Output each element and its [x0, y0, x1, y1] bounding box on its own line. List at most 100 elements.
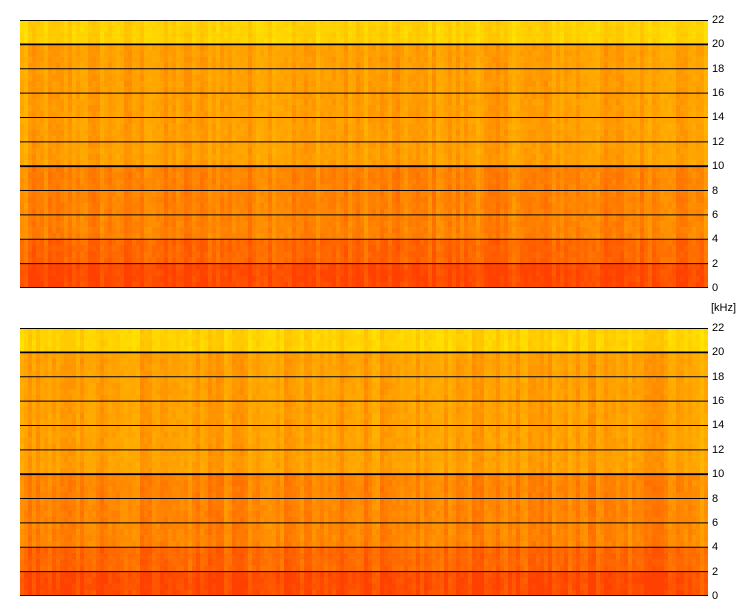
spectrogram-band — [20, 358, 708, 365]
spectrogram-band — [20, 245, 708, 252]
y-tick-label: 20 — [712, 38, 725, 51]
spectrogram-band — [20, 221, 708, 228]
spectrogram-channel-2 — [20, 328, 708, 596]
spectrogram-band — [20, 571, 708, 579]
spectrogram-band — [20, 334, 708, 341]
y-tick-label: 0 — [712, 282, 719, 294]
spectrogram-band — [20, 275, 708, 283]
spectrogram-band — [20, 474, 708, 481]
y-tick-label: 22 — [712, 14, 725, 26]
spectrogram-band — [20, 462, 708, 469]
spectrogram-band — [20, 449, 708, 457]
spectrogram-band — [20, 50, 708, 57]
spectrogram-band — [20, 111, 708, 118]
spectrogram-band — [20, 105, 708, 112]
y-tick-label: 4 — [712, 541, 719, 554]
spectrogram-band — [20, 257, 708, 264]
y-tick-label: 12 — [712, 135, 725, 148]
spectrogram-band — [20, 437, 708, 445]
spectrogram-band — [20, 529, 708, 536]
spectrogram-band — [20, 425, 708, 432]
spectrogram-band — [20, 154, 708, 161]
y-axis-unit-label: [kHz] — [711, 302, 737, 314]
y-tick-label: 22 — [712, 322, 725, 334]
spectrogram-band — [20, 68, 708, 76]
spectrogram-band — [20, 56, 708, 63]
spectrogram-band — [20, 196, 708, 204]
spectrogram-band — [20, 202, 708, 210]
spectrogram-band — [20, 364, 708, 371]
spectrogram-band — [20, 486, 708, 493]
spectrogram-band — [20, 74, 708, 82]
spectrogram-band — [20, 455, 708, 463]
spectrogram-band — [20, 407, 708, 414]
spectrogram-band — [20, 328, 708, 335]
spectrogram-band — [20, 535, 708, 542]
spectrogram-band — [20, 44, 708, 51]
spectrogram-band — [20, 443, 708, 451]
y-tick-label: 14 — [712, 111, 725, 124]
spectrogram-band — [20, 376, 708, 384]
spectrogram-band — [20, 208, 708, 216]
spectrogram-band — [20, 370, 708, 378]
y-tick-label: 20 — [712, 346, 725, 359]
spectrogram-band — [20, 184, 708, 191]
spectrogram-band — [20, 480, 708, 487]
spectrogram-band — [20, 516, 708, 524]
spectrogram-band — [20, 401, 708, 408]
y-tick-label: 2 — [712, 257, 719, 270]
spectrogram-channel-1 — [20, 20, 708, 288]
spectrogram-band — [20, 510, 708, 518]
spectrogram-band — [20, 62, 708, 70]
spectrogram-band — [20, 352, 708, 359]
spectrogram-band — [20, 388, 708, 396]
spectrogram-band — [20, 565, 708, 572]
spectrogram-band — [20, 504, 708, 512]
spectrogram-band — [20, 413, 708, 420]
y-tick-label: 8 — [712, 492, 719, 505]
y-tick-label: 6 — [712, 516, 719, 529]
spectrogram-band — [20, 32, 708, 39]
spectrogram-band — [20, 80, 708, 88]
y-tick-label: 16 — [712, 87, 725, 100]
y-tick-label: 10 — [712, 160, 725, 173]
spectrogram-band — [20, 123, 708, 130]
spectrogram-band — [20, 281, 708, 288]
spectrogram-band — [20, 498, 708, 505]
spectrogram-band — [20, 166, 708, 173]
spectrogram-band — [20, 559, 708, 566]
spectrogram-band — [20, 263, 708, 271]
spectrogram-band — [20, 141, 708, 149]
spectrogram-band — [20, 233, 708, 240]
y-tick-label: 8 — [712, 184, 719, 197]
spectrogram-band — [20, 26, 708, 33]
spectrogram-band — [20, 93, 708, 100]
spectrogram-band — [20, 178, 708, 185]
y-tick-label: 18 — [712, 370, 725, 383]
spectrogram-band — [20, 395, 708, 402]
spectrogram-band — [20, 99, 708, 106]
spectrogram-band — [20, 147, 708, 155]
spectrogram-band — [20, 468, 708, 475]
spectrogram-band — [20, 227, 708, 234]
y-tick-label: 12 — [712, 443, 725, 456]
spectrogram-plot — [20, 328, 708, 596]
spectrogram-band — [20, 135, 708, 143]
spectrogram-band — [20, 431, 708, 438]
spectrogram-band — [20, 382, 708, 390]
spectrogram-band — [20, 583, 708, 591]
spectrogram-band — [20, 117, 708, 124]
y-tick-label: 2 — [712, 565, 719, 578]
y-tick-label: 14 — [712, 419, 725, 432]
spectrogram-band — [20, 214, 708, 222]
spectrogram-band — [20, 251, 708, 258]
spectrogram-plot — [20, 20, 708, 288]
y-tick-label: 6 — [712, 208, 719, 221]
spectrogram-band — [20, 172, 708, 179]
spectrogram-band — [20, 269, 708, 277]
spectrogram-band — [20, 492, 708, 499]
spectrogram-band — [20, 190, 708, 197]
spectrogram-band — [20, 541, 708, 548]
y-tick-label: 10 — [712, 468, 725, 481]
spectrogram-band — [20, 160, 708, 167]
